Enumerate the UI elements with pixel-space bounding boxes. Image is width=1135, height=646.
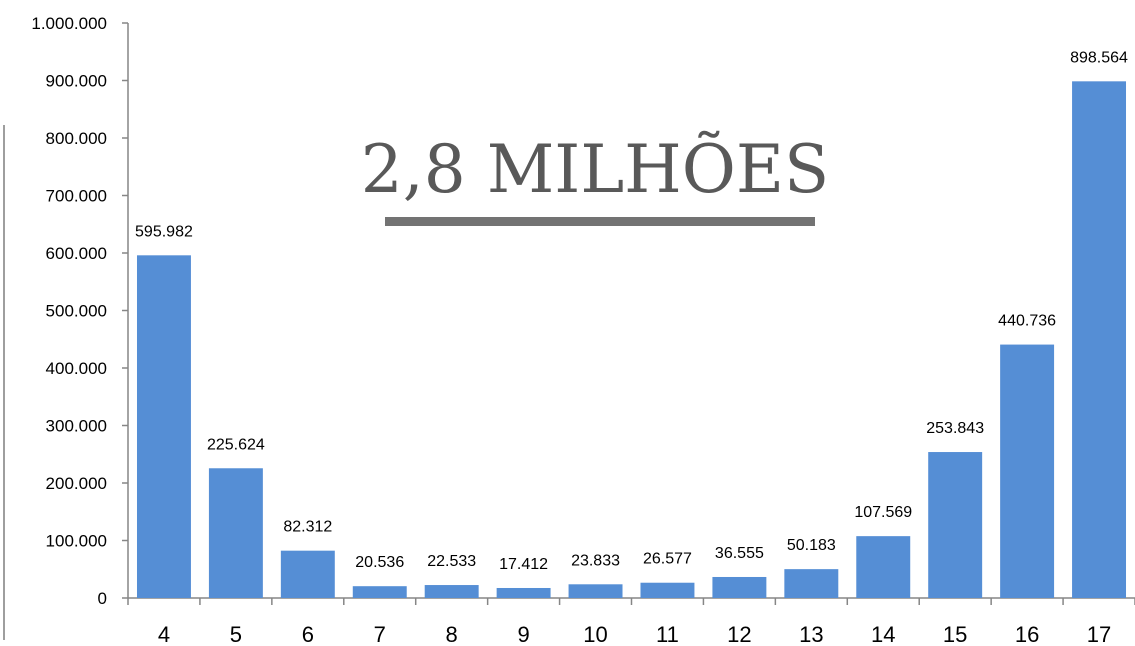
x-tick-label-13: 13 [799, 622, 823, 646]
y-tick-label: 500.000 [46, 302, 107, 321]
annotation-underline [385, 217, 815, 226]
x-tick-label-6: 6 [302, 622, 314, 646]
bar-10 [568, 584, 623, 598]
data-label-14: 107.569 [854, 504, 912, 521]
data-label-13: 50.183 [787, 537, 836, 554]
data-label-12: 36.555 [715, 545, 764, 562]
x-tick-label-4: 4 [158, 622, 170, 646]
y-tick-label: 600.000 [46, 244, 107, 263]
data-label-15: 253.843 [926, 420, 984, 437]
x-tick-label-17: 17 [1087, 622, 1111, 646]
x-tick-label-14: 14 [871, 622, 895, 646]
y-tick-label: 1.000.000 [31, 14, 107, 33]
data-label-11: 26.577 [643, 551, 692, 568]
data-label-16: 440.736 [998, 313, 1056, 330]
x-tick-label-12: 12 [727, 622, 751, 646]
total-annotation: 2,8 MILHÕES [361, 131, 829, 208]
data-labels: 595.982 225.624 82.312 20.536 22.533 17.412 23… [135, 49, 1128, 573]
x-tick-label-11: 11 [656, 622, 679, 646]
bar-9 [496, 587, 551, 598]
bar-7 [352, 586, 407, 598]
bars [136, 81, 1127, 599]
y-tick-label: 700.000 [46, 187, 107, 206]
x-tick-label-15: 15 [943, 622, 967, 646]
y-tick-label: 0 [98, 589, 107, 608]
x-tick-label-5: 5 [230, 622, 242, 646]
bar-6 [280, 550, 335, 598]
bar-13 [784, 569, 839, 598]
data-label-9: 17.412 [499, 556, 548, 573]
x-tick-label-9: 9 [517, 622, 529, 646]
bar-16 [1000, 344, 1055, 598]
bar-14 [856, 536, 911, 598]
data-label-6: 82.312 [283, 519, 332, 536]
x-tick-label-7: 7 [374, 622, 386, 646]
y-tick-label: 200.000 [46, 474, 107, 493]
y-axis: 0 100.000 200.000 300.000 400.000 500.000 600.… [31, 14, 129, 608]
x-axis: 4 5 6 7 8 9 10 11 12 13 14 15 16 17 [127, 597, 1135, 646]
bar-15 [928, 452, 983, 598]
data-label-8: 22.533 [427, 553, 476, 570]
bar-17 [1072, 81, 1127, 599]
x-tick-label-8: 8 [446, 622, 458, 646]
bar-12 [712, 576, 767, 598]
bar-11 [640, 582, 695, 598]
bar-4 [136, 255, 191, 598]
data-label-17: 898.564 [1070, 49, 1128, 66]
data-label-7: 20.536 [355, 554, 404, 571]
y-tick-label: 400.000 [46, 359, 107, 378]
data-label-10: 23.833 [571, 552, 620, 569]
data-label-5: 225.624 [207, 436, 265, 453]
y-tick-label: 100.000 [46, 532, 107, 551]
y-tick-label: 300.000 [46, 417, 107, 436]
bar-8 [424, 585, 479, 598]
x-tick-label-10: 10 [583, 622, 607, 646]
y-tick-label: 800.000 [46, 129, 107, 148]
x-tick-label-16: 16 [1015, 622, 1039, 646]
y-tick-label: 900.000 [46, 72, 107, 91]
data-label-4: 595.982 [135, 223, 193, 240]
bar-5 [208, 468, 263, 598]
